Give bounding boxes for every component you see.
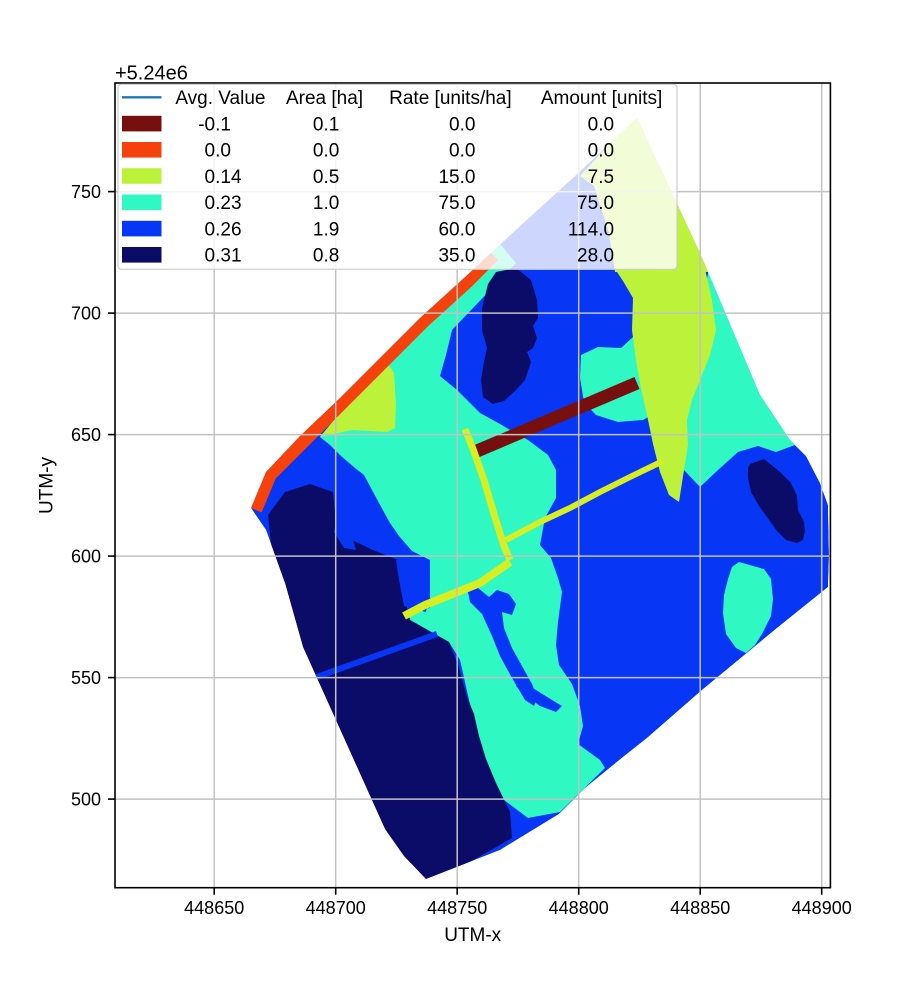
svg-text:448650: 448650 bbox=[184, 898, 244, 918]
svg-text:.5: .5 bbox=[324, 167, 340, 188]
svg-text:0: 0 bbox=[205, 167, 216, 188]
svg-text:.14: .14 bbox=[215, 167, 242, 188]
svg-text:0: 0 bbox=[313, 246, 324, 267]
svg-text:.0: .0 bbox=[324, 141, 340, 162]
svg-text:.0: .0 bbox=[460, 246, 476, 267]
svg-text:0: 0 bbox=[313, 114, 324, 135]
svg-text:.0: .0 bbox=[324, 193, 340, 214]
svg-text:448800: 448800 bbox=[549, 898, 609, 918]
svg-text:.31: .31 bbox=[215, 246, 241, 267]
svg-text:.0: .0 bbox=[460, 219, 476, 240]
svg-text:0: 0 bbox=[449, 114, 460, 135]
svg-text:.26: .26 bbox=[215, 219, 241, 240]
svg-text:448750: 448750 bbox=[427, 898, 487, 918]
svg-text:0: 0 bbox=[313, 141, 324, 162]
svg-text:75: 75 bbox=[577, 193, 598, 214]
svg-text:60: 60 bbox=[438, 219, 459, 240]
svg-text:750: 750 bbox=[71, 182, 101, 202]
svg-text:.0: .0 bbox=[598, 193, 614, 214]
svg-text:1: 1 bbox=[313, 193, 324, 214]
svg-text:Amount [units]: Amount [units] bbox=[541, 88, 662, 109]
svg-text:Avg. Value: Avg. Value bbox=[175, 88, 265, 109]
svg-text:.23: .23 bbox=[215, 193, 241, 214]
svg-text:.0: .0 bbox=[460, 141, 476, 162]
svg-text:.0: .0 bbox=[460, 167, 476, 188]
svg-text:.9: .9 bbox=[324, 219, 340, 240]
svg-text:0: 0 bbox=[449, 141, 460, 162]
svg-text:.0: .0 bbox=[460, 193, 476, 214]
svg-text:.0: .0 bbox=[598, 114, 614, 135]
svg-text:0: 0 bbox=[205, 219, 216, 240]
svg-text:28: 28 bbox=[577, 246, 598, 267]
svg-text:700: 700 bbox=[71, 303, 101, 323]
svg-text:0: 0 bbox=[588, 114, 599, 135]
svg-text:Rate [units/ha]: Rate [units/ha] bbox=[389, 88, 512, 109]
svg-text:448900: 448900 bbox=[792, 898, 852, 918]
svg-text:UTM-x: UTM-x bbox=[444, 925, 501, 946]
svg-text:500: 500 bbox=[71, 789, 101, 809]
svg-text:15: 15 bbox=[438, 167, 459, 188]
svg-text:-0: -0 bbox=[198, 114, 215, 135]
svg-text:.8: .8 bbox=[324, 246, 340, 267]
svg-text:35: 35 bbox=[438, 246, 459, 267]
svg-text:.0: .0 bbox=[460, 114, 476, 135]
svg-text:7: 7 bbox=[588, 167, 599, 188]
svg-text:75: 75 bbox=[438, 193, 459, 214]
svg-text:448700: 448700 bbox=[306, 898, 366, 918]
svg-text:.0: .0 bbox=[598, 246, 614, 267]
svg-text:600: 600 bbox=[71, 546, 101, 566]
svg-text:.1: .1 bbox=[215, 114, 231, 135]
svg-text:0: 0 bbox=[588, 141, 599, 162]
svg-text:.5: .5 bbox=[598, 167, 614, 188]
svg-text:.0: .0 bbox=[598, 219, 614, 240]
svg-text:UTM-y: UTM-y bbox=[37, 457, 58, 514]
svg-text:448850: 448850 bbox=[670, 898, 730, 918]
svg-text:0: 0 bbox=[313, 167, 324, 188]
svg-text:1: 1 bbox=[313, 219, 324, 240]
svg-text:0: 0 bbox=[205, 141, 216, 162]
svg-text:.0: .0 bbox=[215, 141, 231, 162]
svg-text:.1: .1 bbox=[324, 114, 340, 135]
svg-text:0: 0 bbox=[205, 193, 216, 214]
svg-text:650: 650 bbox=[71, 425, 101, 445]
svg-text:114: 114 bbox=[568, 219, 599, 240]
svg-text:Area [ha]: Area [ha] bbox=[286, 88, 363, 109]
svg-text:0: 0 bbox=[205, 246, 216, 267]
svg-text:.0: .0 bbox=[598, 141, 614, 162]
svg-text:550: 550 bbox=[71, 668, 101, 688]
svg-text:+5.24e6: +5.24e6 bbox=[115, 63, 188, 85]
